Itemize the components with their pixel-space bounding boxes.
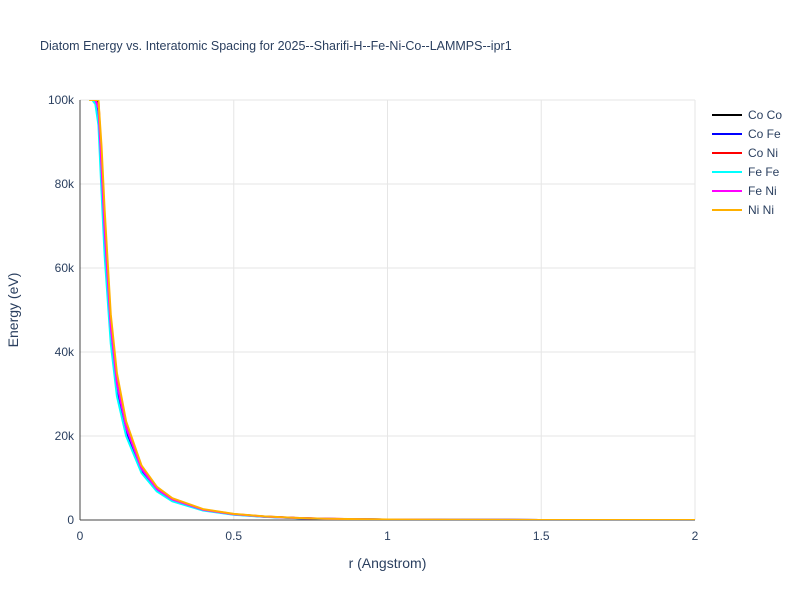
legend-label: Co Fe [748, 127, 781, 141]
legend-label: Co Co [748, 108, 782, 122]
series-line-fe-ni [92, 100, 695, 520]
y-tick-label: 60k [55, 261, 75, 275]
legend-item-co-co[interactable]: Co Co [712, 108, 782, 122]
legend-label: Fe Fe [748, 165, 780, 179]
series-line-ni-ni [89, 100, 695, 520]
chart-title: Diatom Energy vs. Interatomic Spacing fo… [40, 39, 512, 53]
x-axis-title: r (Angstrom) [349, 555, 427, 571]
x-tick-label: 2 [692, 529, 699, 543]
x-tick-label: 1 [384, 529, 391, 543]
x-axis-ticks: 0 0.5 1 1.5 2 [77, 529, 699, 543]
grid [79, 99, 696, 521]
legend-item-fe-ni[interactable]: Fe Ni [712, 184, 777, 198]
series-lines [89, 100, 695, 520]
legend[interactable]: Co Co Co Fe Co Ni Fe Fe Fe Ni Ni Ni [712, 108, 782, 217]
legend-item-co-ni[interactable]: Co Ni [712, 146, 778, 160]
legend-item-co-fe[interactable]: Co Fe [712, 127, 781, 141]
y-tick-label: 0 [67, 513, 74, 527]
legend-item-ni-ni[interactable]: Ni Ni [712, 203, 774, 217]
legend-label: Fe Ni [748, 184, 777, 198]
x-tick-label: 1.5 [533, 529, 550, 543]
y-tick-label: 40k [55, 345, 75, 359]
y-axis-title: Energy (eV) [5, 273, 21, 348]
legend-item-fe-fe[interactable]: Fe Fe [712, 165, 780, 179]
y-tick-label: 80k [55, 177, 75, 191]
series-line-fe-fe [89, 100, 695, 520]
legend-label: Co Ni [748, 146, 778, 160]
y-axis-ticks: 0 20k 40k 60k 80k 100k [48, 93, 75, 527]
series-line-co-ni [95, 100, 695, 520]
x-tick-label: 0 [77, 529, 84, 543]
series-line-co-co [92, 100, 695, 520]
y-tick-label: 20k [55, 429, 75, 443]
legend-label: Ni Ni [748, 203, 774, 217]
x-tick-label: 0.5 [225, 529, 242, 543]
y-tick-label: 100k [48, 93, 75, 107]
series-line-co-fe [92, 100, 695, 520]
